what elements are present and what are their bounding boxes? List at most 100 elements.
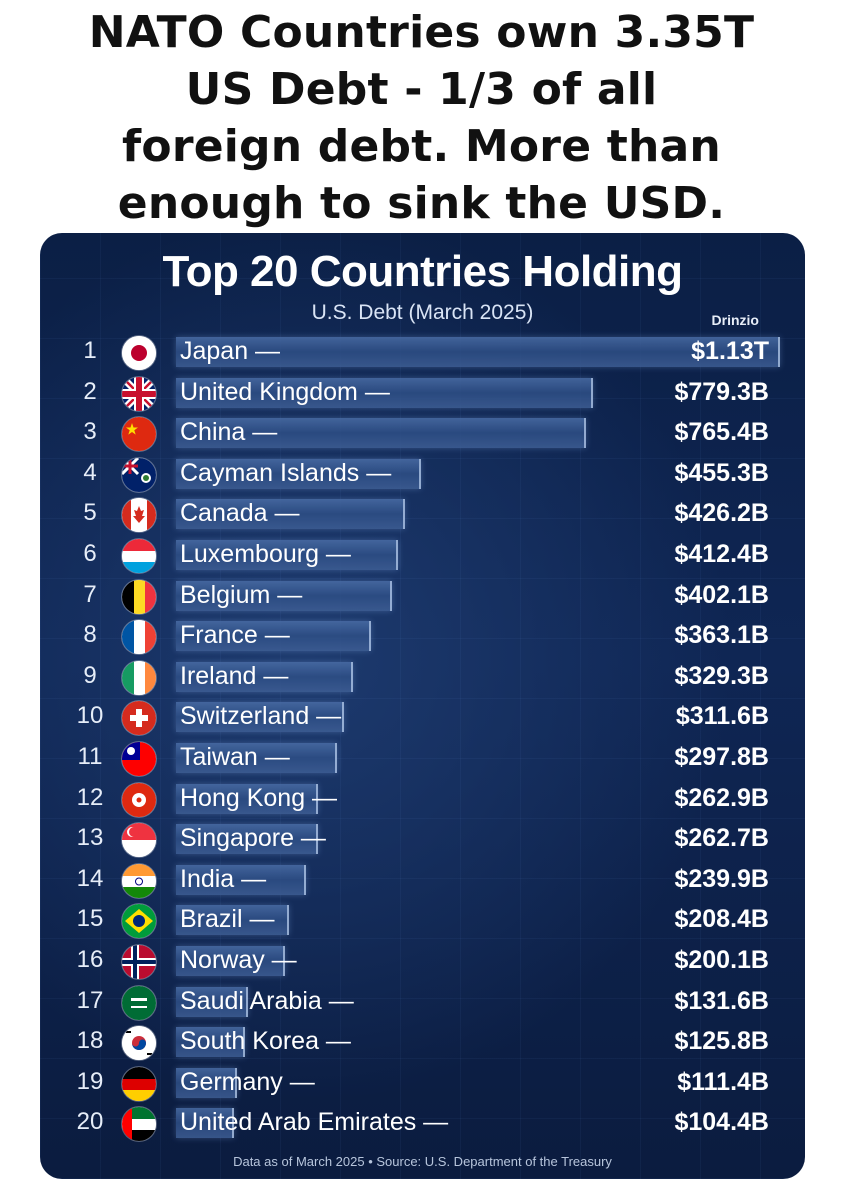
headline-line-3: foreign debt. More than [122,121,721,172]
rank-label: 3 [83,418,97,446]
rank-label: 12 [76,783,104,811]
chart-bar [176,661,354,692]
rank-label: 13 [76,824,104,852]
chart-row: 19 Germany — $111.4B [40,1064,805,1104]
taiwan-flag-icon [122,742,156,776]
category-label: Cayman Islands — [180,458,392,487]
chart-bar [176,418,586,449]
headline-line-4: enough to sink the USD. [117,178,726,229]
rank-label: 5 [83,499,97,527]
chart-row: 1 Japan — $1.13T [40,333,805,373]
rank-label: 7 [83,580,97,608]
category-label: South Korea — [180,1027,351,1056]
chart-row: 13 Singapore — $262.7B [40,820,805,860]
cayman-flag-icon [122,457,156,492]
category-label: France — [180,621,290,650]
value-label: $262.9B [674,783,769,812]
category-label: Luxembourg — [180,540,351,568]
saudi-flag-icon [122,985,156,1020]
category-label: India — [180,864,267,893]
uae-flag-icon [122,1107,156,1142]
chart-row: 20 United Arab Emirates — $104.4B [40,1104,805,1144]
chart-row: 7 Belgium — $402.1B [40,577,805,617]
luxembourg-flag-icon [122,539,156,573]
chart-bar [176,702,344,733]
chart-bar [176,864,306,895]
chart-row: 15 Brazil — $208.4B [40,901,805,941]
chart-bar [176,946,285,976]
chart-row: 11 Taiwan — $297.8B [40,739,805,779]
value-label: $311.6B [675,702,769,731]
value-label: $329.3B [674,661,769,690]
rank-label: 14 [76,864,104,892]
chart-row: 6 Luxembourg — $412.4B [40,536,805,576]
headline-line-1: NATO Countries own 3.35T [88,7,755,58]
category-label: Singapore — [180,824,326,853]
chart-row: 18 South Korea — $125.8B [40,1023,805,1063]
rank-label: 16 [76,946,104,973]
china-flag-icon [122,417,156,452]
value-label: $200.1B [674,946,769,974]
southkorea-flag-icon [122,1026,156,1061]
rank-label: 8 [83,621,97,649]
rank-label: 1 [83,337,97,364]
headline: NATO Countries own 3.35T US Debt - 1/3 o… [0,4,843,232]
value-label: $402.1B [674,580,769,609]
singapore-flag-icon [122,823,156,858]
rank-label: 17 [76,986,104,1014]
germany-flag-icon [122,1066,156,1101]
chart-row: 2 United Kingdom — $779.3B [40,374,805,414]
chart-bar [176,621,372,652]
brazil-flag-icon [122,904,156,939]
ireland-flag-icon [122,660,156,695]
uk-flag-icon [122,376,156,411]
chart-rows: 1 Japan — $1.13T 2 United Kingdom — $779.3B 3 C… [40,233,805,1179]
category-label: Ireland — [180,661,289,690]
value-label: $131.6B [674,986,769,1015]
value-label: $125.8B [674,1027,769,1056]
rank-label: 11 [77,743,103,770]
chart-bar [176,337,780,367]
value-label: $765.4B [674,418,769,447]
category-label: China — [180,418,278,447]
category-label: Norway — [180,946,297,974]
chart-row: 5 Canada — $426.2B [40,495,805,535]
chart-row: 14 India — $239.9B [40,861,805,901]
switzerland-flag-icon [122,701,156,736]
category-label: Saudi Arabia — [180,986,354,1015]
value-label: $412.4B [674,540,769,568]
chart-row: 3 China — $765.4B [40,414,805,454]
value-label: $363.1B [674,621,769,650]
rank-label: 10 [76,702,104,730]
category-label: Canada — [180,499,300,528]
chart-bar [176,986,249,1017]
brand-label: Drinzio [711,312,759,328]
value-label: $111.4B [677,1067,769,1096]
rank-label: 19 [76,1067,104,1095]
chart-bar [176,824,318,855]
india-flag-icon [122,863,156,898]
rank-label: 6 [83,540,97,567]
japan-flag-icon [122,336,156,370]
chart-bar [176,458,421,489]
value-label: $208.4B [674,905,769,934]
chart-bar [176,1108,234,1139]
category-label: United Kingdom — [180,377,390,406]
category-label: Brazil — [180,905,275,934]
chart-row: 17 Saudi Arabia — $131.6B [40,983,805,1023]
chart-bar [176,540,398,570]
chart-card: Top 20 Countries Holding U.S. Debt (Marc… [40,233,805,1179]
chart-bar [176,580,393,611]
rank-label: 18 [76,1027,104,1055]
hongkong-flag-icon [122,782,156,817]
category-label: Switzerland — [180,702,342,731]
chart-row: 8 France — $363.1B [40,617,805,657]
value-label: $239.9B [674,864,769,893]
france-flag-icon [122,620,156,655]
value-label: $104.4B [674,1108,769,1137]
category-label: Belgium — [180,580,303,609]
category-label: Germany — [180,1067,315,1096]
value-label: $426.2B [674,499,769,528]
rank-label: 4 [83,458,97,486]
rank-label: 2 [83,377,97,405]
